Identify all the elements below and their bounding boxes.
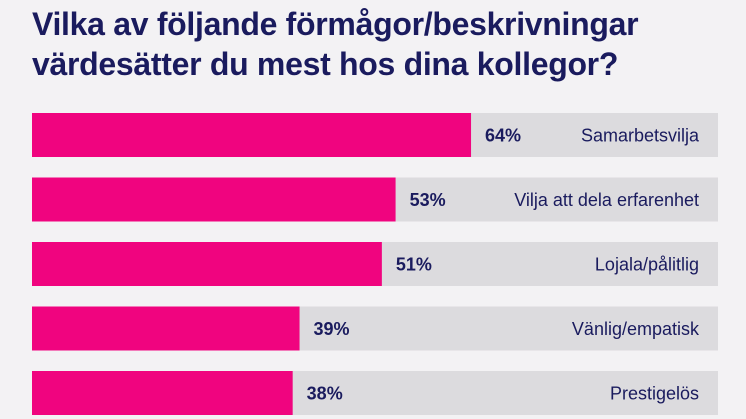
category-label-vilja-att-dela-erfarenhet: Vilja att dela erfarenhet (514, 190, 699, 210)
bar-vilja-att-dela-erfarenhet (32, 177, 396, 222)
bar-vanlig-empatisk (32, 306, 300, 351)
chart-title-line-2: värdesätter du mest hos dina kollegor? (32, 46, 619, 82)
category-label-vanlig-empatisk: Vänlig/empatisk (572, 319, 700, 339)
category-label-samarbetsvilja: Samarbetsvilja (581, 126, 700, 146)
value-label-samarbetsvilja: 64% (485, 126, 521, 146)
category-label-prestigelos: Prestigelös (610, 384, 699, 404)
value-label-vilja-att-dela-erfarenhet: 53% (410, 190, 446, 210)
value-label-prestigelos: 38% (307, 384, 343, 404)
bar-row-vanlig-empatisk: 39% Vänlig/empatisk (32, 306, 718, 351)
bar-row-samarbetsvilja: 64% Samarbetsvilja (32, 113, 718, 157)
chart-title-line-1: Vilka av följande förmågor/beskrivningar (32, 6, 639, 42)
value-label-vanlig-empatisk: 39% (314, 319, 350, 339)
bar-row-prestigelos: 38% Prestigelös (32, 371, 718, 415)
bar-lojala-palitlig (32, 242, 382, 286)
bar-row-vilja-att-dela-erfarenhet: 53% Vilja att dela erfarenhet (32, 177, 718, 222)
bar-samarbetsvilja (32, 113, 472, 157)
value-label-lojala-palitlig: 51% (396, 255, 432, 275)
bar-row-lojala-palitlig: 51% Lojala/pålitlig (32, 242, 718, 286)
chart-title: Vilka av följande förmågor/beskrivningar… (32, 4, 732, 84)
bar-prestigelos (32, 371, 293, 415)
category-label-lojala-palitlig: Lojala/pålitlig (595, 255, 699, 275)
